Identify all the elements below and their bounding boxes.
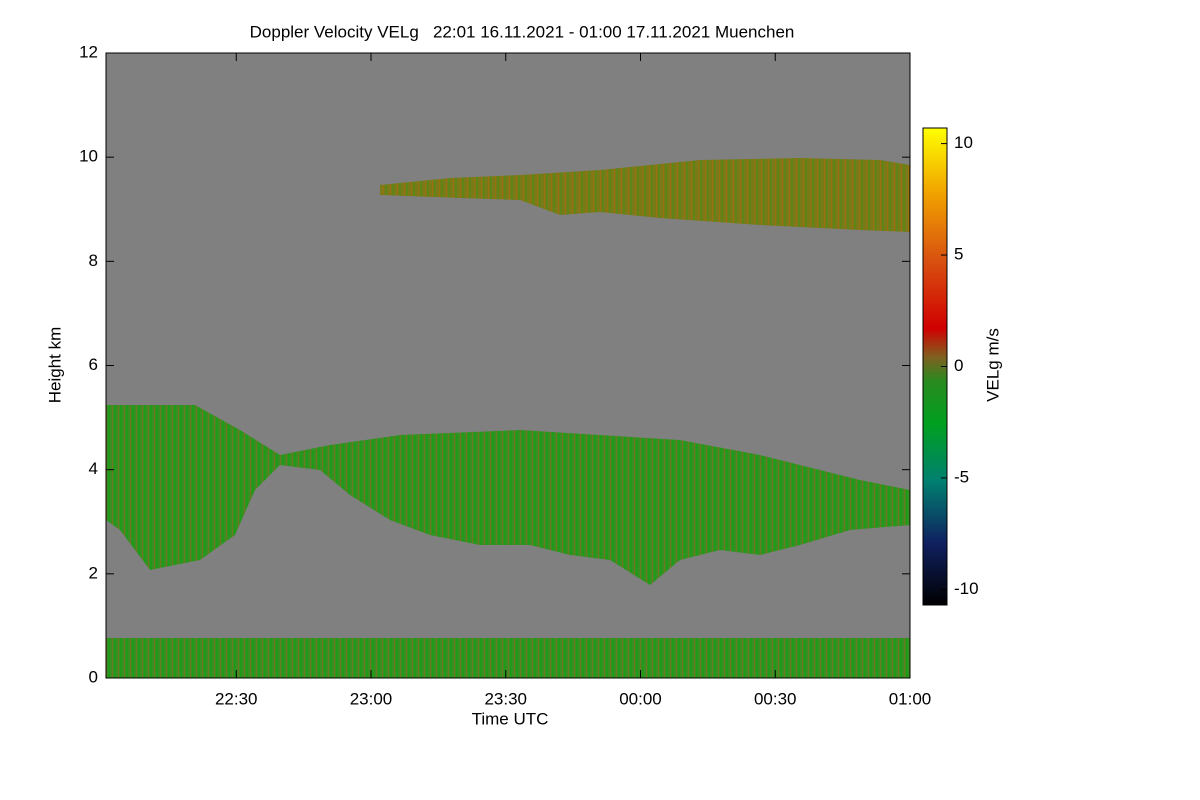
x-tick-label: 00:00	[619, 689, 662, 708]
x-axis-label: Time UTC	[472, 709, 549, 728]
x-tick-label: 22:30	[215, 689, 258, 708]
plot-area	[105, 52, 911, 679]
y-axis-label: Height km	[45, 327, 64, 404]
chart-title: Doppler Velocity VELg 22:01 16.11.2021 -…	[250, 22, 795, 41]
y-tick-label: 8	[89, 251, 98, 270]
x-tick-label: 00:30	[754, 689, 797, 708]
colorbar-tick-label: 0	[954, 356, 963, 375]
x-tick-label: 23:00	[350, 689, 393, 708]
x-tick-label: 23:30	[484, 689, 527, 708]
colorbar-tick-label: 5	[954, 245, 963, 264]
y-tick-label: 4	[89, 459, 98, 478]
x-tick-label: 01:00	[889, 689, 932, 708]
colorbar-tick-label: 10	[954, 133, 973, 152]
echo-region	[106, 638, 910, 678]
y-tick-label: 0	[89, 667, 98, 686]
plot-background	[106, 53, 910, 678]
y-tick-label: 2	[89, 563, 98, 582]
colorbar-tick-label: -10	[954, 579, 979, 598]
y-tick-label: 10	[79, 147, 98, 166]
colorbar-label: VELg m/s	[983, 328, 1002, 402]
echo-region	[380, 158, 910, 232]
y-tick-label: 6	[89, 355, 98, 374]
y-tick-label: 12	[79, 42, 98, 61]
colorbar-tick-label: -5	[954, 467, 969, 486]
echo-region	[106, 405, 910, 585]
